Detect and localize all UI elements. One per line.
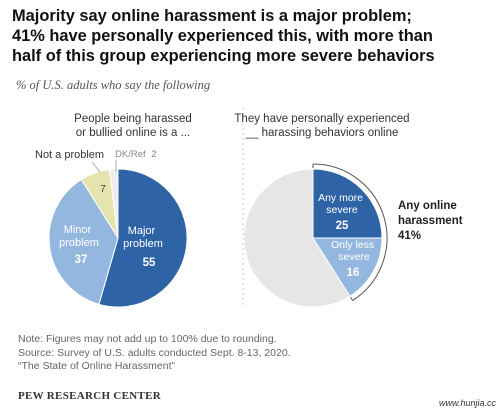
- pie1-heading-line: or bullied online is a ...: [76, 127, 190, 139]
- pie2-bracket: [312, 163, 388, 301]
- pie1-dkref-name: DK/Ref: [115, 149, 146, 160]
- pie1-major-value: 55: [143, 257, 156, 269]
- chart-title-line: Majority say online harassment is a majo…: [12, 7, 412, 25]
- pie1-major-label-line: problem: [123, 238, 163, 250]
- source-line: Source: Survey of U.S. adults conducted …: [18, 346, 291, 359]
- chart-notes: Note: Figures may not add up to 100% due…: [18, 333, 291, 374]
- pie1-slices: [48, 168, 188, 308]
- report-name-line: “The State of Online Harassment”: [18, 360, 175, 372]
- pie2-slices: [243, 168, 383, 308]
- chart-title-line: half of this group experiencing more sev…: [12, 47, 435, 65]
- pie1-dkref-label: DK/Ref 2: [115, 149, 157, 160]
- pie2-heading-line: They have personally experienced: [234, 113, 409, 125]
- pie2-slice-less-severe: [312, 237, 383, 297]
- pie1-slice-dkref: [108, 168, 119, 239]
- chart-title-line: 41% have personally experienced this, wi…: [12, 27, 433, 45]
- pie2-annotation: Any online harassment 41%: [398, 200, 463, 242]
- pie1-major-label-line: Major: [128, 225, 156, 237]
- pie2-annotation-line: Any online: [398, 200, 457, 212]
- pie2-severe-label: Any more severe: [318, 192, 366, 216]
- pie2-severe-value: 25: [336, 220, 349, 232]
- pie1-minor-label-line: problem: [59, 237, 99, 249]
- pew-logo-text: PEW RESEARCH CENTER: [18, 390, 162, 402]
- pie1-not-problem-leader: [91, 161, 101, 173]
- pie2-bracket-arc: [312, 163, 388, 301]
- pie1-not-problem-value: 7: [100, 183, 106, 195]
- pie2-less-severe-label-line: Only less: [331, 239, 374, 251]
- pie1-heading: People being harassed or bullied online …: [74, 113, 192, 139]
- pie2-heading-line: __ harassing behaviors online: [245, 127, 399, 139]
- pie2-slice-severe: [312, 168, 383, 239]
- svg-text:DK/Ref 2: DK/Ref 2: [115, 149, 157, 160]
- watermark-text: www.hunjia.cc: [438, 398, 496, 408]
- pie2-severe-label-line: severe: [326, 204, 358, 216]
- pie1-major-label: Major problem: [123, 225, 163, 250]
- pie2-less-severe-value: 16: [347, 267, 360, 279]
- pie2-less-severe-label-line: severe: [338, 251, 370, 263]
- pie2-severe-label-line: Any more: [318, 192, 363, 204]
- note-line: Note: Figures may not add up to 100% due…: [18, 333, 277, 345]
- pie1-dkref-value: 2: [151, 149, 156, 160]
- pie2-less-severe-label: Only less severe: [331, 239, 377, 263]
- pie1-heading-line: People being harassed: [74, 113, 192, 125]
- chart-title: Majority say online harassment is a majo…: [12, 6, 492, 66]
- pie1-not-problem-label: Not a problem: [35, 149, 104, 161]
- pie2-bracket-tick: [350, 296, 354, 301]
- pie1-minor-label: Minor problem: [59, 224, 99, 249]
- pie2-slice-no-experience: [243, 168, 351, 308]
- pie2-annotation-line: 41%: [398, 230, 421, 242]
- pie1-minor-label-line: Minor: [64, 224, 92, 236]
- pie1-minor-value: 37: [75, 254, 88, 266]
- chart-subtitle: % of U.S. adults who say the following: [16, 78, 211, 92]
- pie2-annotation-line: harassment: [398, 215, 463, 227]
- pie2-heading: They have personally experienced __ hara…: [234, 113, 409, 139]
- pie1-slice-major: [98, 168, 188, 308]
